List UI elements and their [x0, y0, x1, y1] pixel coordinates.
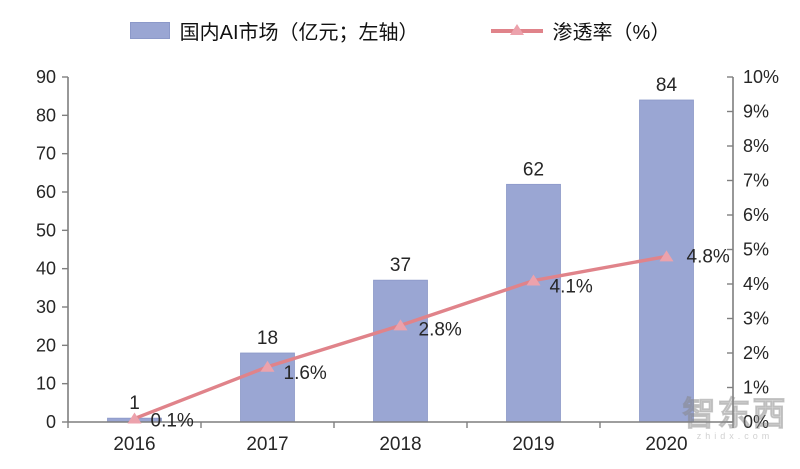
line-value-label: 4.1%	[550, 277, 593, 298]
bar-value-label: 84	[656, 75, 678, 96]
marker-2017	[260, 360, 275, 372]
left-axis-tick-label: 0	[46, 412, 56, 432]
line-value-label: 1.6%	[284, 363, 327, 384]
x-axis-category-label: 2016	[113, 434, 155, 455]
x-axis-category-label: 2017	[246, 434, 288, 455]
left-axis-tick-label: 10	[36, 374, 56, 394]
left-axis-tick-label: 90	[36, 67, 56, 87]
bar-value-label: 37	[390, 255, 411, 276]
right-axis-tick-label: 1%	[743, 378, 769, 398]
left-axis-tick-label: 60	[36, 182, 56, 202]
right-axis-tick-label: 7%	[743, 171, 769, 191]
left-axis-tick-label: 80	[36, 105, 56, 125]
x-axis-category-label: 2018	[379, 434, 421, 455]
line-value-label: 0.1%	[151, 411, 194, 432]
line-value-label: 2.8%	[419, 319, 462, 340]
triangle-marker-icon	[509, 23, 524, 35]
right-axis-tick-label: 3%	[743, 309, 769, 329]
left-axis-tick-label: 20	[36, 335, 56, 355]
right-axis-tick-label: 4%	[743, 274, 769, 294]
line-series-swatch	[490, 23, 543, 35]
legend-bar-label: 国内AI市场（亿元；左轴）	[179, 22, 419, 44]
marker-2016	[127, 412, 142, 424]
right-axis-tick-label: 9%	[743, 102, 769, 122]
right-axis-tick-label: 5%	[743, 240, 769, 260]
bar-2019	[506, 183, 561, 423]
line-value-label: 4.8%	[687, 246, 730, 267]
bar-value-label: 62	[523, 159, 544, 180]
legend-item-line: 渗透率（%）	[490, 16, 671, 45]
bar-2018	[373, 279, 428, 423]
legend-item-bar: 国内AI市场（亿元；左轴）	[129, 16, 419, 45]
left-axis-tick-label: 50	[36, 220, 56, 240]
left-axis-tick-label: 40	[36, 259, 56, 279]
x-axis-category-label: 2020	[645, 434, 687, 455]
left-axis-tick-label: 30	[36, 297, 56, 317]
left-axis-tick-label: 70	[36, 144, 56, 164]
right-axis-tick-label: 0%	[743, 412, 769, 432]
marker-2019	[526, 274, 541, 286]
right-axis-tick-label: 8%	[743, 136, 769, 156]
right-axis-tick-label: 2%	[743, 343, 769, 363]
legend: 国内AI市场（亿元；左轴） 渗透率（%）	[0, 16, 800, 45]
bar-series-swatch	[129, 22, 170, 39]
x-axis-category-label: 2019	[512, 434, 554, 455]
right-axis-tick-label: 10%	[743, 67, 779, 87]
bar-value-label: 1	[129, 393, 140, 414]
marker-2018	[393, 319, 408, 331]
legend-line-label: 渗透率（%）	[552, 22, 671, 44]
marker-2020	[659, 250, 674, 262]
right-axis-tick-label: 6%	[743, 205, 769, 225]
bar-value-label: 18	[257, 328, 278, 349]
